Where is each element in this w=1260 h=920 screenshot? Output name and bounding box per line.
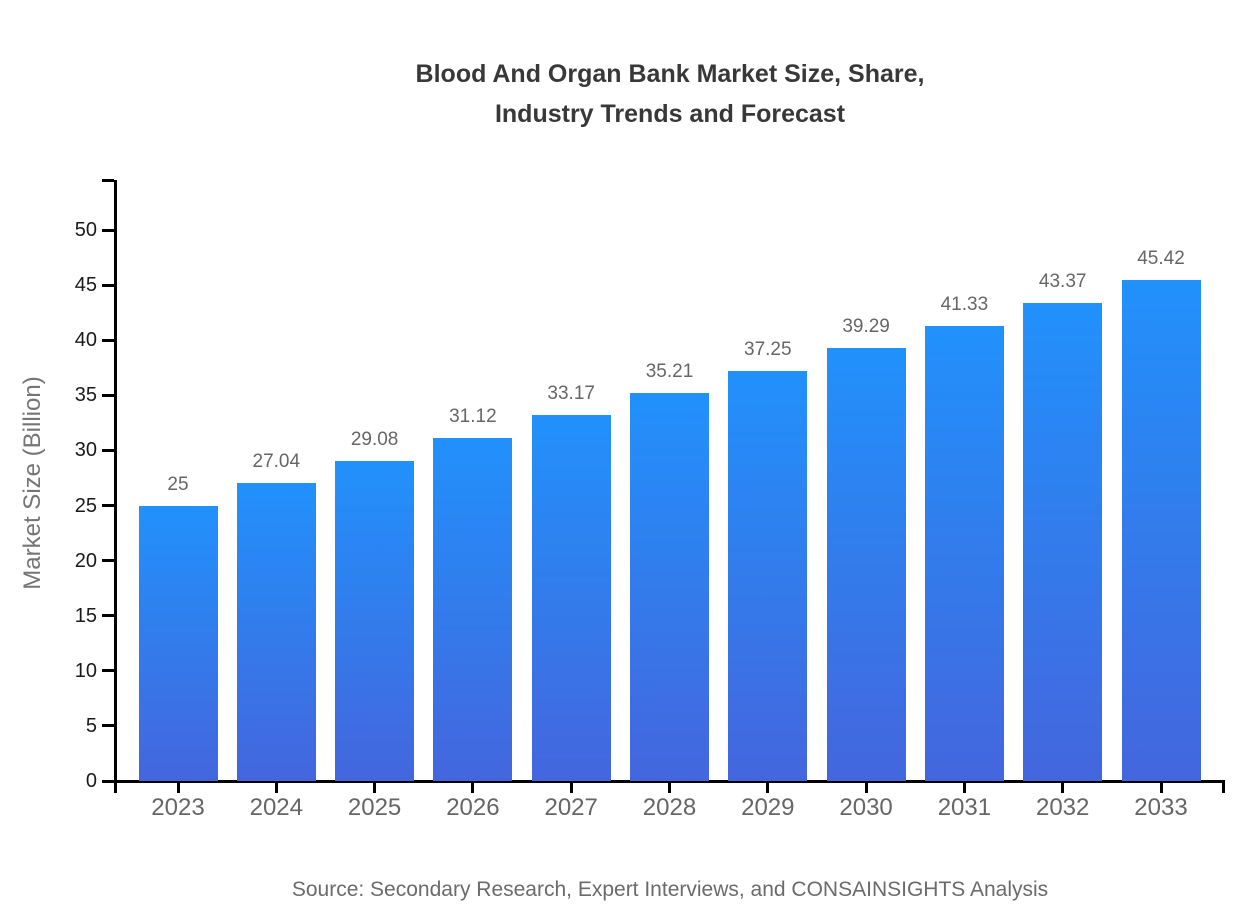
y-tick bbox=[102, 724, 114, 728]
x-category-label: 2024 bbox=[249, 794, 303, 821]
x-category-label: 2025 bbox=[347, 794, 402, 821]
y-tick-label: 35 bbox=[74, 384, 97, 407]
x-tick bbox=[569, 781, 573, 793]
x-tick bbox=[766, 781, 770, 793]
y-axis-line bbox=[114, 180, 117, 793]
y-tick bbox=[102, 779, 114, 783]
x-tick bbox=[274, 781, 278, 793]
bar bbox=[433, 438, 513, 781]
source-attribution: Source: Secondary Research, Expert Inter… bbox=[291, 878, 1049, 901]
x-category-label: 2028 bbox=[642, 794, 697, 821]
bar bbox=[728, 370, 808, 781]
x-tick bbox=[668, 781, 671, 793]
y-tick bbox=[102, 283, 114, 287]
x-category-label: 2033 bbox=[1134, 794, 1188, 821]
y-tick-label: 25 bbox=[74, 494, 97, 517]
bar-value-label: 31.12 bbox=[449, 406, 497, 428]
bar bbox=[531, 415, 611, 781]
chart-title-line-1: Blood And Organ Bank Market Size, Share, bbox=[415, 60, 925, 88]
x-category-label: 2030 bbox=[839, 794, 893, 821]
y-tick bbox=[102, 448, 114, 452]
bar-value-label: 39.29 bbox=[842, 316, 890, 338]
bar-value-label: 35.21 bbox=[645, 360, 694, 382]
bar-value-label: 41.33 bbox=[940, 293, 989, 315]
bar bbox=[630, 393, 709, 781]
y-tick-label: 20 bbox=[74, 549, 97, 572]
x-category-label: 2027 bbox=[544, 794, 598, 821]
x-tick bbox=[373, 781, 377, 793]
x-tick bbox=[962, 781, 966, 793]
x-tick bbox=[176, 781, 180, 793]
y-tick bbox=[102, 669, 114, 673]
chart-title-line-2: Industry Trends and Forecast bbox=[494, 100, 846, 128]
chart-title: Blood And Organ Bank Market Size, Share,… bbox=[0, 54, 1260, 134]
bar-value-label: 45.42 bbox=[1137, 248, 1185, 270]
x-tick bbox=[471, 781, 475, 793]
y-axis-end-tick bbox=[102, 179, 114, 182]
bar-value-label: 37.25 bbox=[744, 338, 792, 360]
y-tick-label: 15 bbox=[74, 604, 97, 627]
bar bbox=[826, 348, 906, 781]
y-tick-label: 45 bbox=[74, 274, 97, 297]
bar bbox=[236, 483, 316, 781]
bar-value-label: 25 bbox=[167, 473, 189, 495]
y-tick bbox=[102, 614, 114, 618]
y-tick bbox=[102, 559, 114, 563]
bar bbox=[1023, 303, 1103, 781]
x-category-label: 2031 bbox=[937, 794, 992, 821]
x-category-label: 2023 bbox=[151, 794, 205, 821]
y-tick-label: 10 bbox=[74, 659, 97, 682]
y-tick bbox=[102, 338, 114, 342]
y-tick-label: 50 bbox=[74, 219, 97, 241]
y-tick-label: 40 bbox=[74, 329, 97, 352]
bar bbox=[1121, 280, 1201, 781]
plot-area: 0 5 10 15 20 25 30 35 40 45 50 25 2023 27.04 2024 29.08… bbox=[75, 179, 1225, 821]
y-tick bbox=[102, 504, 114, 507]
bar bbox=[138, 505, 218, 781]
y-tick bbox=[102, 393, 114, 397]
bar-value-label: 29.08 bbox=[350, 428, 399, 450]
x-tick bbox=[864, 781, 868, 793]
bar bbox=[924, 325, 1004, 781]
bar-value-label: 33.17 bbox=[547, 383, 595, 405]
y-tick-label: 0 bbox=[85, 770, 97, 792]
bar-value-label: 43.37 bbox=[1038, 271, 1087, 293]
x-category-label: 2032 bbox=[1035, 794, 1090, 821]
x-category-label: 2029 bbox=[741, 794, 795, 821]
x-tick bbox=[1159, 781, 1163, 793]
y-tick bbox=[102, 228, 114, 232]
y-tick-label: 5 bbox=[85, 714, 97, 737]
bar-value-label: 27.04 bbox=[252, 451, 301, 473]
x-axis-end-tick bbox=[1222, 781, 1225, 793]
y-tick-label: 30 bbox=[74, 439, 97, 462]
y-axis-title: Market Size (Billion) bbox=[19, 376, 46, 590]
bar bbox=[335, 460, 415, 781]
x-tick bbox=[1061, 781, 1065, 793]
x-category-label: 2026 bbox=[446, 794, 500, 821]
